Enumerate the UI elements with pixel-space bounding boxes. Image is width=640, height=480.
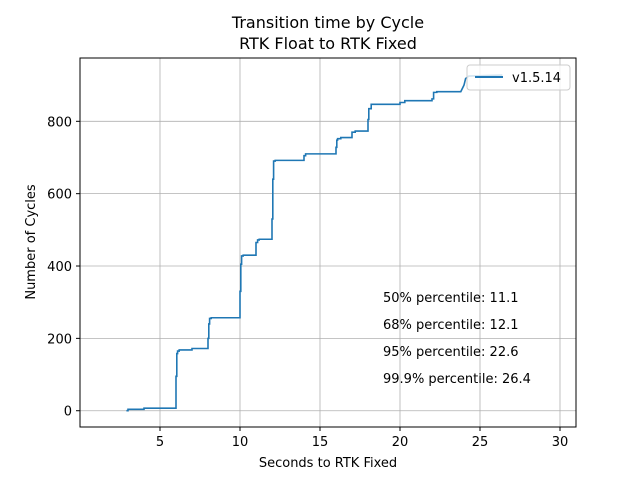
x-tick-label: 30 [552, 435, 569, 450]
chart-subtitle: RTK Float to RTK Fixed [239, 34, 417, 53]
y-tick-label: 600 [47, 188, 72, 203]
x-tick-label: 20 [392, 435, 409, 450]
legend-label: v1.5.14 [512, 71, 561, 86]
x-tick-label: 5 [156, 435, 164, 450]
x-axis-label: Seconds to RTK Fixed [259, 456, 397, 471]
ticks: 5 10 15 20 25 30 0 200 400 600 800 [47, 115, 568, 450]
legend-box [466, 64, 571, 91]
grid [80, 58, 576, 427]
series-line [126, 74, 503, 412]
chart-title: Transition time by Cycle [231, 13, 424, 32]
percentile-annotation: 68% percentile: 12.1 [383, 318, 519, 333]
x-tick-label: 10 [232, 435, 249, 450]
plot-frame [79, 57, 577, 428]
y-axis-label: Number of Cycles [24, 184, 39, 300]
y-tick-label: 200 [47, 332, 72, 347]
x-tick-label: 15 [312, 435, 329, 450]
y-tick-label: 0 [64, 405, 72, 420]
series-layer [126, 74, 503, 412]
y-tick-label: 400 [47, 260, 72, 275]
y-tick-label: 800 [47, 115, 72, 130]
annotations: 50% percentile: 11.1 68% percentile: 12.1… [383, 291, 531, 387]
percentile-annotation: 99.9% percentile: 26.4 [383, 372, 531, 387]
percentile-annotation: 50% percentile: 11.1 [383, 291, 519, 306]
percentile-annotation: 95% percentile: 22.6 [383, 345, 519, 360]
legend: v1.5.14 [466, 64, 571, 91]
x-tick-label: 25 [472, 435, 489, 450]
